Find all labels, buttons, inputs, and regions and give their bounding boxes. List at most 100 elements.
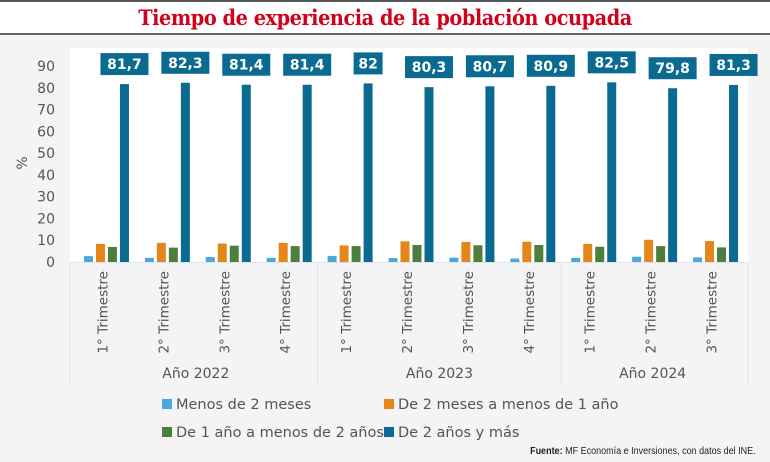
bar-de-2-meses-a-menos-de-1-a-o xyxy=(156,242,166,262)
data-label: 81,3 xyxy=(716,58,751,74)
bar-de-2-meses-a-menos-de-1-a-o xyxy=(583,243,593,262)
y-tick-label: 50 xyxy=(37,146,55,162)
bar-menos-de-2-meses xyxy=(327,255,337,262)
x-tick-label: 2° Trimestre xyxy=(644,271,660,354)
bar-de-2-a-os-y-m-s xyxy=(180,82,190,262)
bar-de-2-meses-a-menos-de-1-a-o xyxy=(278,242,288,262)
source-label: Fuente: xyxy=(530,446,563,457)
y-tick-label: 30 xyxy=(37,190,55,206)
x-tick-label: 4° Trimestre xyxy=(522,271,538,354)
data-label: 82 xyxy=(358,56,377,72)
data-label: 80,3 xyxy=(412,60,447,76)
bar-de-2-a-os-y-m-s xyxy=(729,84,739,262)
x-tick-label: 2° Trimestre xyxy=(156,271,172,354)
x-tick-label: 3° Trimestre xyxy=(217,271,233,354)
y-axis-label: % xyxy=(15,156,31,169)
bar-de-2-a-os-y-m-s xyxy=(607,82,617,262)
bar-menos-de-2-meses xyxy=(205,256,215,262)
data-label-box xyxy=(709,53,758,76)
data-label: 79,8 xyxy=(655,61,690,77)
bar-de-2-a-os-y-m-s xyxy=(546,85,556,262)
group-label: Año 2024 xyxy=(619,366,686,382)
legend-item: De 2 meses a menos de 1 año xyxy=(384,397,619,413)
plot-area xyxy=(70,48,748,262)
bar-de-1-a-o-a-menos-de-2-a-os xyxy=(412,245,422,262)
bar-de-2-a-os-y-m-s xyxy=(119,84,129,262)
source-note: Fuente: MF Economía e Inversiones, con d… xyxy=(530,446,756,457)
x-tick-label: 3° Trimestre xyxy=(461,271,477,354)
data-label-box xyxy=(587,51,636,74)
x-tick-label: 4° Trimestre xyxy=(278,271,294,354)
data-label-box xyxy=(222,53,271,76)
legend-label: Menos de 2 meses xyxy=(176,397,312,413)
bar-menos-de-2-meses xyxy=(388,258,398,262)
y-tick-label: 80 xyxy=(37,81,55,97)
data-label-box xyxy=(648,57,697,80)
bar-de-1-a-o-a-menos-de-2-a-os xyxy=(107,246,117,262)
data-label: 81,4 xyxy=(290,58,325,74)
y-tick-label: 10 xyxy=(37,233,55,249)
legend-item: Menos de 2 meses xyxy=(162,397,311,413)
legend-swatch xyxy=(162,399,172,409)
bar-menos-de-2-meses xyxy=(571,257,581,262)
bar-de-1-a-o-a-menos-de-2-a-os xyxy=(534,245,544,262)
bar-menos-de-2-meses xyxy=(693,257,703,262)
legend-item: De 1 año a menos de 2 años xyxy=(162,425,384,441)
bar-menos-de-2-meses xyxy=(510,258,520,262)
y-tick-label: 40 xyxy=(37,168,55,184)
bar-de-2-a-os-y-m-s xyxy=(241,84,251,263)
data-label-box xyxy=(283,53,332,76)
bar-de-2-meses-a-menos-de-1-a-o xyxy=(522,241,532,262)
x-tick-label: 2° Trimestre xyxy=(400,271,416,354)
bar-de-2-meses-a-menos-de-1-a-o xyxy=(644,239,654,262)
bar-de-2-a-os-y-m-s xyxy=(302,84,312,263)
y-tick-label: 60 xyxy=(37,124,55,140)
data-label-box xyxy=(465,55,514,78)
data-label-box xyxy=(353,52,383,75)
y-tick-label: 90 xyxy=(37,59,55,75)
bar-de-2-meses-a-menos-de-1-a-o xyxy=(217,243,227,262)
y-axis: 0 10 20 30 40 50 60 70 80 90 xyxy=(37,59,748,271)
legend-label: De 2 meses a menos de 1 año xyxy=(398,397,619,413)
data-label-box xyxy=(161,51,210,74)
bar-menos-de-2-meses xyxy=(144,257,154,262)
y-tick-label: 70 xyxy=(37,103,55,119)
x-tick-label: 1° Trimestre xyxy=(95,271,111,354)
x-axis: 1° Trimestre 2° Trimestre 3° Trimestre 4° T… xyxy=(69,262,749,385)
data-label-box xyxy=(100,53,149,76)
legend-item: De 2 años y más xyxy=(384,425,519,441)
bar-de-2-meses-a-menos-de-1-a-o xyxy=(705,241,715,262)
data-label: 81,7 xyxy=(107,57,142,73)
legend-swatch xyxy=(384,427,394,437)
bar-de-2-a-os-y-m-s xyxy=(485,86,495,263)
data-label: 80,9 xyxy=(534,59,569,75)
legend-label: De 1 año a menos de 2 años xyxy=(176,425,384,441)
bar-de-2-meses-a-menos-de-1-a-o xyxy=(461,241,471,262)
bar-de-1-a-o-a-menos-de-2-a-os xyxy=(229,245,239,262)
bar-menos-de-2-meses xyxy=(83,256,93,262)
data-label: 82,3 xyxy=(168,56,203,72)
top-rule xyxy=(0,0,770,2)
bar-de-1-a-o-a-menos-de-2-a-os xyxy=(290,246,300,262)
bar-de-2-meses-a-menos-de-1-a-o xyxy=(95,243,105,262)
bar-menos-de-2-meses xyxy=(632,256,642,262)
bars: 81,7 82,3 81,4 81,4 82 80,3 80,7 80,9 82,5 79,8 81… xyxy=(83,51,758,263)
data-label-box xyxy=(405,56,453,79)
source-text: MF Economía e Inversiones, con datos del… xyxy=(565,446,756,457)
bar-de-2-a-os-y-m-s xyxy=(363,83,373,262)
x-tick-label: 1° Trimestre xyxy=(339,271,355,354)
bar-de-1-a-o-a-menos-de-2-a-os xyxy=(656,246,666,262)
bar-de-2-a-os-y-m-s xyxy=(668,88,678,262)
x-tick-label: 3° Trimestre xyxy=(705,271,721,354)
group-label: Año 2022 xyxy=(162,366,229,382)
data-label: 80,7 xyxy=(473,59,508,75)
title-bar: Tiempo de experiencia de la población oc… xyxy=(0,2,770,35)
y-tick-label: 20 xyxy=(37,211,55,227)
bar-de-1-a-o-a-menos-de-2-a-os xyxy=(168,247,178,262)
bar-menos-de-2-meses xyxy=(449,257,459,262)
bar-de-2-meses-a-menos-de-1-a-o xyxy=(339,245,349,262)
bar-de-1-a-o-a-menos-de-2-a-os xyxy=(595,246,605,262)
legend-swatch xyxy=(384,399,394,409)
x-tick-label: 1° Trimestre xyxy=(583,271,599,354)
bar-de-1-a-o-a-menos-de-2-a-os xyxy=(351,246,361,262)
